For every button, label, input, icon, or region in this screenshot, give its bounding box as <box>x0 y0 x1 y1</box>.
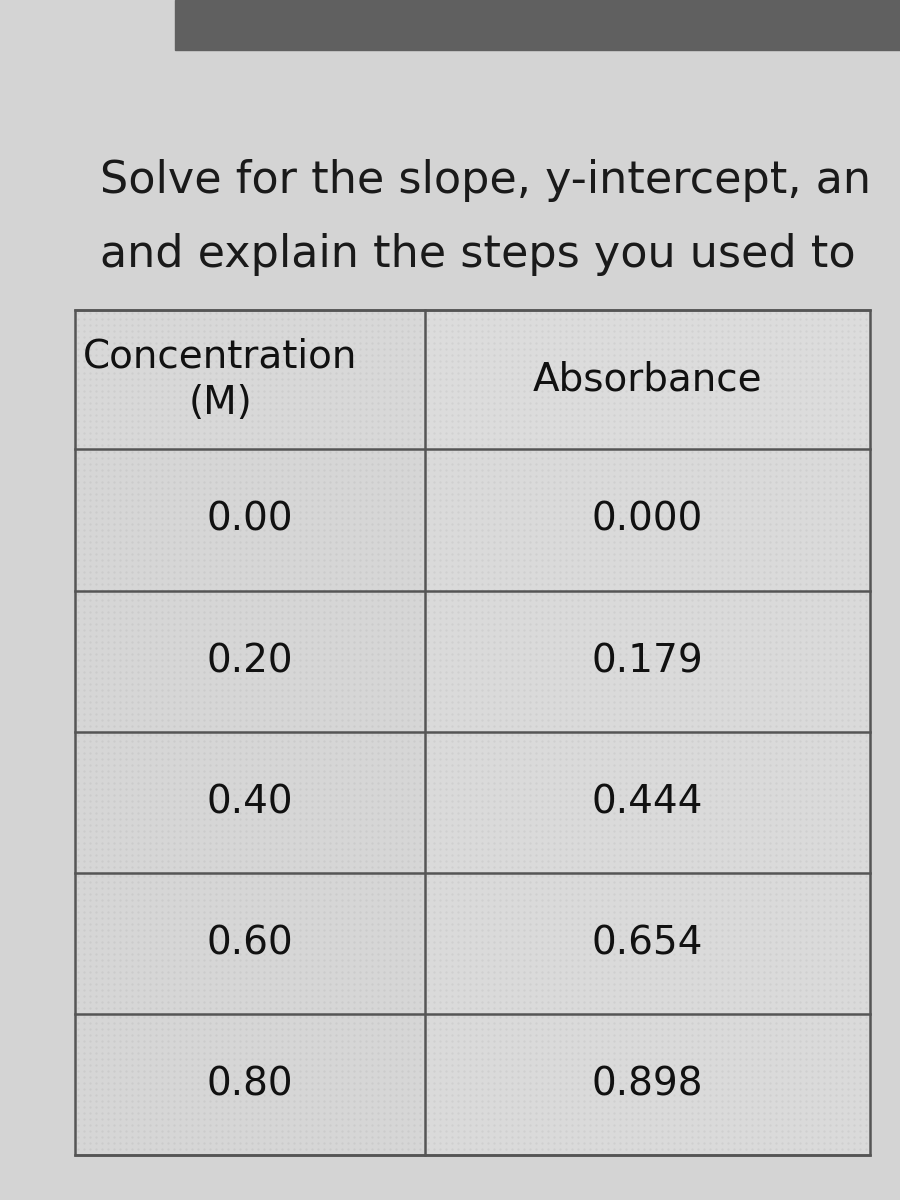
Text: 0.898: 0.898 <box>591 1066 703 1104</box>
Bar <box>75 872 425 1014</box>
Text: 0.40: 0.40 <box>207 784 293 821</box>
Text: 0.00: 0.00 <box>207 500 293 539</box>
Bar <box>175 0 900 50</box>
Text: 0.654: 0.654 <box>591 924 703 962</box>
Bar <box>425 1014 870 1154</box>
Bar <box>75 1014 425 1154</box>
Text: 0.20: 0.20 <box>207 642 293 680</box>
Bar <box>75 590 425 732</box>
Text: Absorbance: Absorbance <box>533 361 762 398</box>
Text: and explain the steps you used to: and explain the steps you used to <box>100 234 856 276</box>
Text: 0.80: 0.80 <box>207 1066 293 1104</box>
Text: Solve for the slope, y-intercept, an: Solve for the slope, y-intercept, an <box>100 158 871 202</box>
Text: 0.179: 0.179 <box>591 642 703 680</box>
Bar <box>425 590 870 732</box>
Bar <box>425 310 870 450</box>
Text: 0.444: 0.444 <box>591 784 703 821</box>
Bar <box>425 450 870 590</box>
Bar <box>425 872 870 1014</box>
Bar <box>75 310 425 450</box>
Bar <box>75 450 425 590</box>
Text: 0.60: 0.60 <box>206 924 293 962</box>
Bar <box>75 310 870 1154</box>
Bar <box>425 732 870 872</box>
Text: Concentration
(M): Concentration (M) <box>83 337 357 422</box>
Text: 0.000: 0.000 <box>591 500 703 539</box>
Bar <box>75 732 425 872</box>
